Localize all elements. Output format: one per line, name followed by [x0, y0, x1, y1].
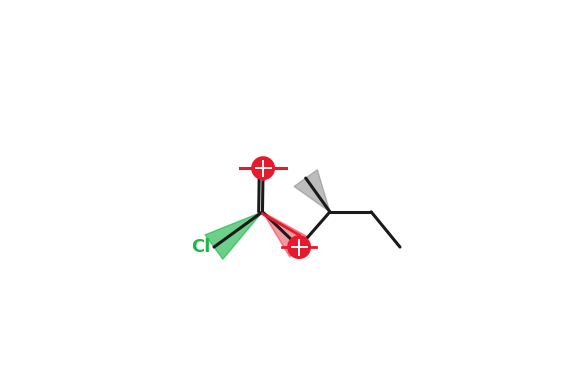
Circle shape — [289, 236, 310, 258]
Polygon shape — [263, 212, 309, 257]
Text: Cl: Cl — [191, 238, 210, 256]
Circle shape — [252, 158, 274, 179]
Polygon shape — [205, 212, 263, 259]
Polygon shape — [294, 170, 330, 212]
